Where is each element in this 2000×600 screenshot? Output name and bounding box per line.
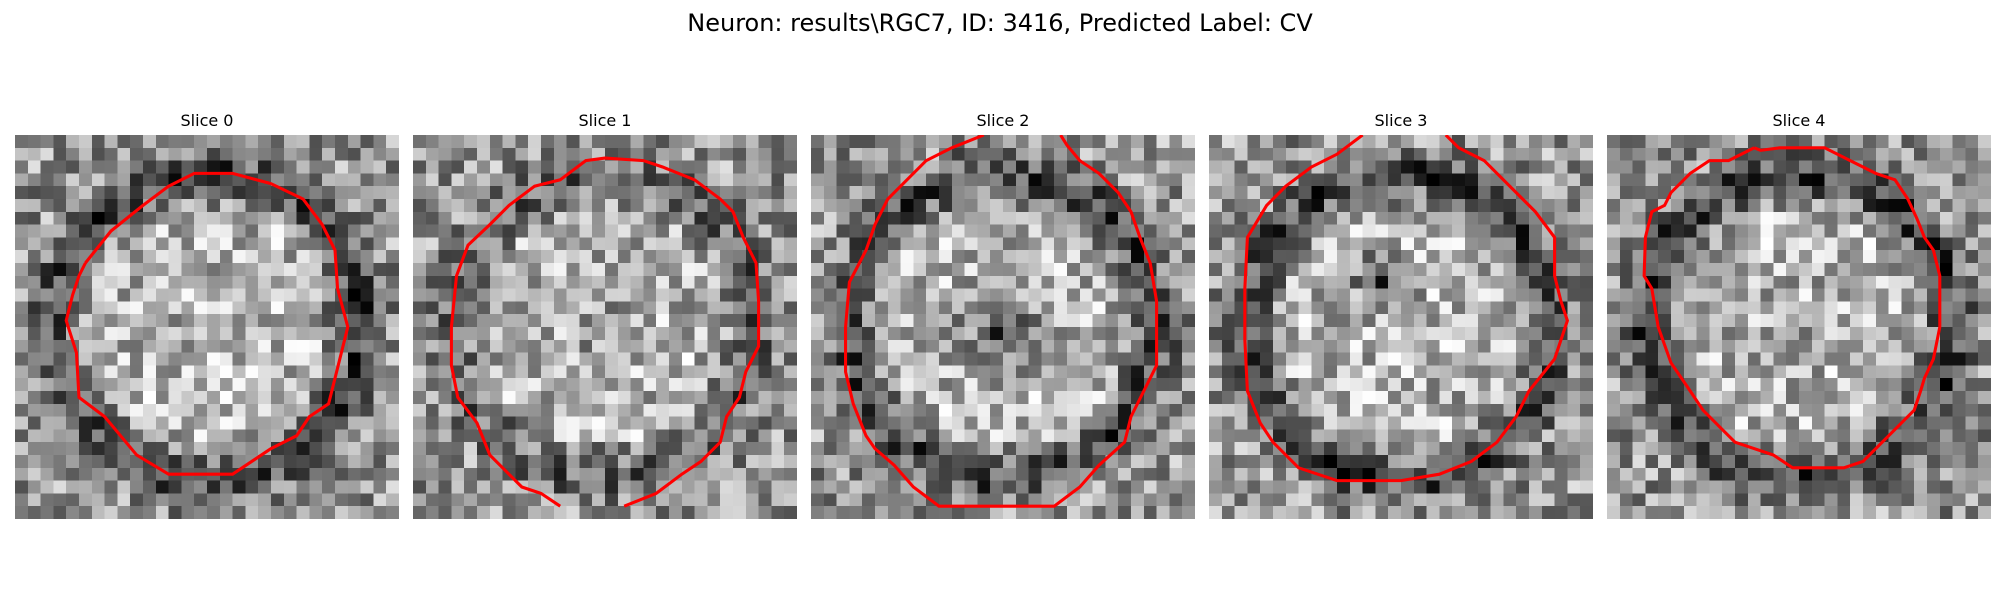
figure-title: Neuron: results\RGC7, ID: 3416, Predicte… <box>687 9 1313 37</box>
slice-panel-1: Slice 1 <box>413 107 797 519</box>
slice-image <box>15 135 399 519</box>
micrograph <box>1607 135 1991 519</box>
slice-title: Slice 4 <box>1772 111 1826 130</box>
micrograph <box>413 135 797 519</box>
segmentation-contour <box>844 135 1159 508</box>
slice-title: Slice 0 <box>180 111 234 130</box>
slice-panel-4: Slice 4 <box>1607 107 1991 519</box>
contour-overlay <box>844 135 1159 508</box>
contour-overlay <box>1243 135 1570 483</box>
slice-panel-0: Slice 0 <box>15 107 399 519</box>
slice-image <box>1607 135 1991 519</box>
slice-title: Slice 3 <box>1374 111 1428 130</box>
slice-image <box>811 135 1195 519</box>
segmentation-contour <box>1243 135 1570 483</box>
segmentation-contour <box>1642 146 1942 470</box>
segmentation-contour <box>64 171 350 476</box>
slice-image <box>1209 135 1593 519</box>
slice-title: Slice 2 <box>976 111 1030 130</box>
contour-overlay <box>1642 146 1942 470</box>
slice-panel-3: Slice 3 <box>1209 107 1593 519</box>
slice-panel-2: Slice 2 <box>811 107 1195 519</box>
slice-title: Slice 1 <box>578 111 632 130</box>
segmentation-contour <box>449 156 761 508</box>
contour-overlay <box>64 171 350 476</box>
micrograph <box>15 135 399 519</box>
contour-overlay <box>449 156 761 508</box>
slice-image <box>413 135 797 519</box>
micrograph <box>811 135 1195 519</box>
